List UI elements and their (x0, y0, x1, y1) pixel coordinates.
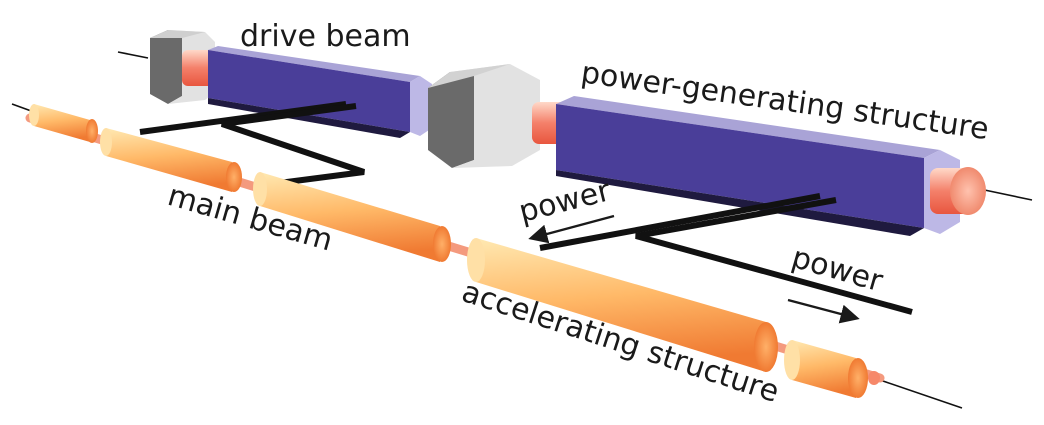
drive-beam-line (117, 30, 1033, 236)
power-arrow-left (528, 214, 615, 244)
accelerating-cavity-5 (784, 340, 868, 398)
accelerating-cavity-2 (100, 128, 242, 192)
waveguide-2 (539, 193, 821, 251)
waveguide-1b (221, 103, 365, 189)
waveguide-1 (139, 101, 347, 135)
accelerating-cavity-4 (467, 238, 778, 372)
drive-beam-end-pipe (930, 167, 986, 215)
label-power-upper: power (515, 173, 614, 230)
waveguides (139, 101, 913, 315)
main-beam-wire-right (879, 379, 963, 409)
accelerating-cavity-3 (253, 172, 451, 262)
label-drive-beam: drive beam (240, 19, 411, 54)
drive-beam-block-1 (208, 46, 432, 138)
waveguide-2b (635, 197, 913, 315)
drive-beam-quadrupole-2 (428, 64, 540, 168)
main-beam-end-cap (868, 371, 880, 385)
accelerating-cavity-1 (29, 104, 98, 143)
power-arrow-right (787, 298, 860, 324)
main-beam-line (11, 103, 963, 409)
drive-beam-wire-left (117, 51, 149, 59)
